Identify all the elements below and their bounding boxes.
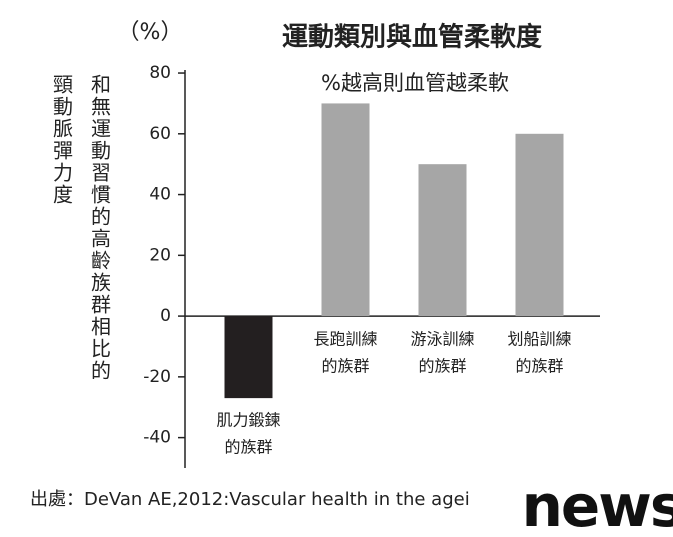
bar xyxy=(515,133,564,317)
y-axis-label: 和無運動習慣的高齡族群相比的 xyxy=(88,74,112,382)
y-tick-label: 60 xyxy=(149,124,171,144)
y-axis-label: 頸動脈彈力度 xyxy=(50,74,74,206)
logo: news xyxy=(522,472,673,537)
unit-label: （%） xyxy=(118,20,183,45)
y-tick-label: -20 xyxy=(143,367,171,387)
bar xyxy=(224,316,273,399)
x-tick-label: 的族群 xyxy=(515,357,563,376)
y-tick-label: 20 xyxy=(149,245,171,265)
x-tick-label: 游泳訓練 xyxy=(410,330,474,349)
y-tick-label: 40 xyxy=(149,185,171,205)
x-tick-label: 划船訓練 xyxy=(507,330,571,349)
logo-bg xyxy=(538,476,673,537)
bar xyxy=(418,164,467,317)
annotation: %越高則血管越柔軟 xyxy=(321,71,509,95)
x-tick-label: 的族群 xyxy=(418,357,466,376)
x-tick-label: 長跑訓練 xyxy=(313,330,377,349)
chart-title: 運動類別與血管柔軟度 xyxy=(282,22,542,53)
x-tick-label: 肌力鍛鍊 xyxy=(216,411,280,430)
x-tick-label: 的族群 xyxy=(321,357,369,376)
y-tick-label: 80 xyxy=(149,63,171,83)
x-tick-label: 的族群 xyxy=(224,438,272,457)
bar xyxy=(321,103,370,317)
y-tick-label: -40 xyxy=(143,428,171,448)
source: 出處：DeVan AE,2012:Vascular health in the … xyxy=(30,489,470,510)
y-tick-label: 0 xyxy=(160,306,171,326)
